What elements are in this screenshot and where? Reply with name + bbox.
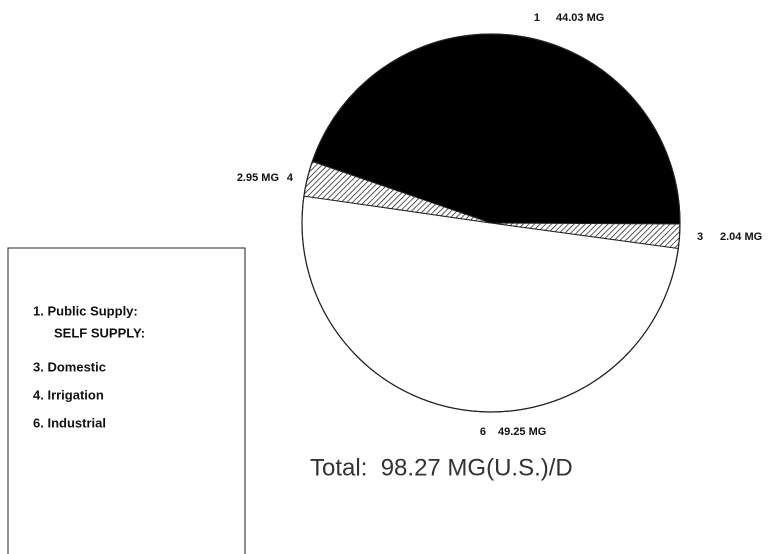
slice-number: 3 bbox=[697, 231, 703, 243]
legend-item: 1. Public Supply: bbox=[33, 303, 138, 318]
data-label: 49.25 MG bbox=[498, 426, 546, 438]
legend-item: 4. Irrigation bbox=[33, 387, 104, 402]
legend-item: 6. Industrial bbox=[33, 415, 106, 430]
data-label: 2.95 MG bbox=[237, 172, 279, 184]
slice-number: 4 bbox=[287, 172, 294, 184]
pie-outline bbox=[301, 33, 681, 413]
slice-number: 1 bbox=[534, 12, 540, 24]
total-annotation: Total: 98.27 MG(U.S.)/D bbox=[310, 454, 573, 481]
slice-number: 6 bbox=[480, 426, 486, 438]
data-label: 44.03 MG bbox=[556, 12, 604, 24]
legend-item: 3. Domestic bbox=[33, 359, 106, 374]
legend-box bbox=[7, 247, 246, 554]
data-label: 2.04 MG bbox=[720, 231, 762, 243]
legend-item: SELF SUPPLY: bbox=[54, 325, 145, 340]
